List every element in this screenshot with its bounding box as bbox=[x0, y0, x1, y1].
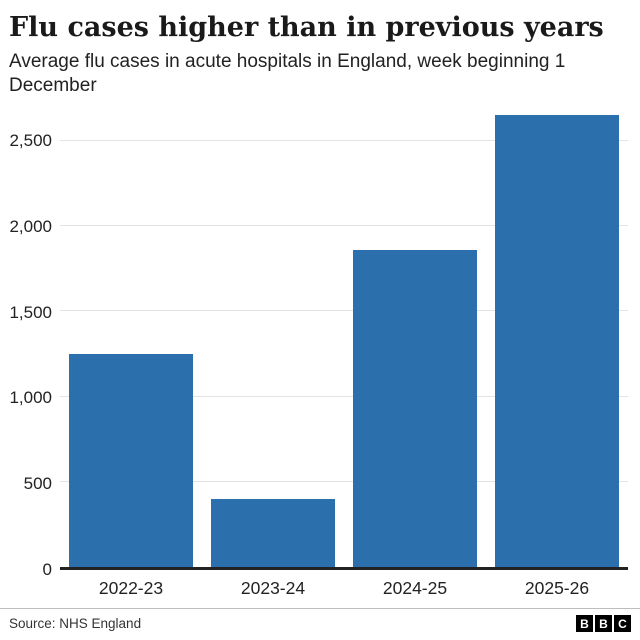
x-tick-label: 2025-26 bbox=[524, 578, 590, 598]
bar-slot bbox=[486, 107, 628, 567]
y-axis: 0 500 1,000 1,500 2,000 2,500 bbox=[0, 107, 60, 579]
gridline bbox=[60, 310, 628, 312]
y-tick-label: 500 bbox=[23, 474, 52, 494]
gridline bbox=[60, 225, 628, 227]
bar-slot bbox=[60, 107, 202, 567]
bar-chart: 0 500 1,000 1,500 2,000 2,500 2022-23 2023-24 2… bbox=[0, 107, 628, 608]
plot-area bbox=[60, 107, 628, 570]
bbc-logo: B B C bbox=[576, 615, 631, 632]
gridline bbox=[60, 480, 628, 482]
bbc-logo-letter: B bbox=[595, 615, 612, 632]
y-tick-label: 0 bbox=[42, 560, 52, 579]
y-tick-label: 1,500 bbox=[9, 302, 52, 322]
x-tick-label: 2024-25 bbox=[382, 578, 448, 598]
x-tick-label: 2022-23 bbox=[98, 578, 164, 598]
bar-slot bbox=[202, 107, 344, 567]
chart-header: Flu cases higher than in previous years … bbox=[0, 0, 640, 103]
x-tick-label: 2023-24 bbox=[240, 578, 306, 598]
x-axis: 2022-23 2023-24 2024-25 2025-26 bbox=[60, 570, 628, 608]
bar-2025-26 bbox=[495, 115, 619, 567]
source-label: Source: NHS England bbox=[9, 616, 142, 631]
bar-2024-25 bbox=[353, 249, 477, 567]
gridline bbox=[60, 139, 628, 141]
footer: Source: NHS England B B C bbox=[0, 608, 640, 640]
bbc-logo-letter: C bbox=[614, 615, 631, 632]
chart-subtitle: Average flu cases in acute hospitals in … bbox=[9, 51, 566, 97]
bar-slot bbox=[344, 107, 486, 567]
gridline bbox=[60, 395, 628, 397]
y-tick-label: 1,000 bbox=[9, 388, 52, 408]
bbc-logo-letter: B bbox=[576, 615, 593, 632]
chart-title: Flu cases higher than in previous years bbox=[9, 12, 604, 43]
bars bbox=[60, 107, 628, 567]
y-tick-label: 2,500 bbox=[9, 131, 52, 150]
bar-2023-24 bbox=[211, 498, 335, 567]
bar-2022-23 bbox=[69, 353, 193, 567]
y-tick-label: 2,000 bbox=[9, 216, 52, 236]
